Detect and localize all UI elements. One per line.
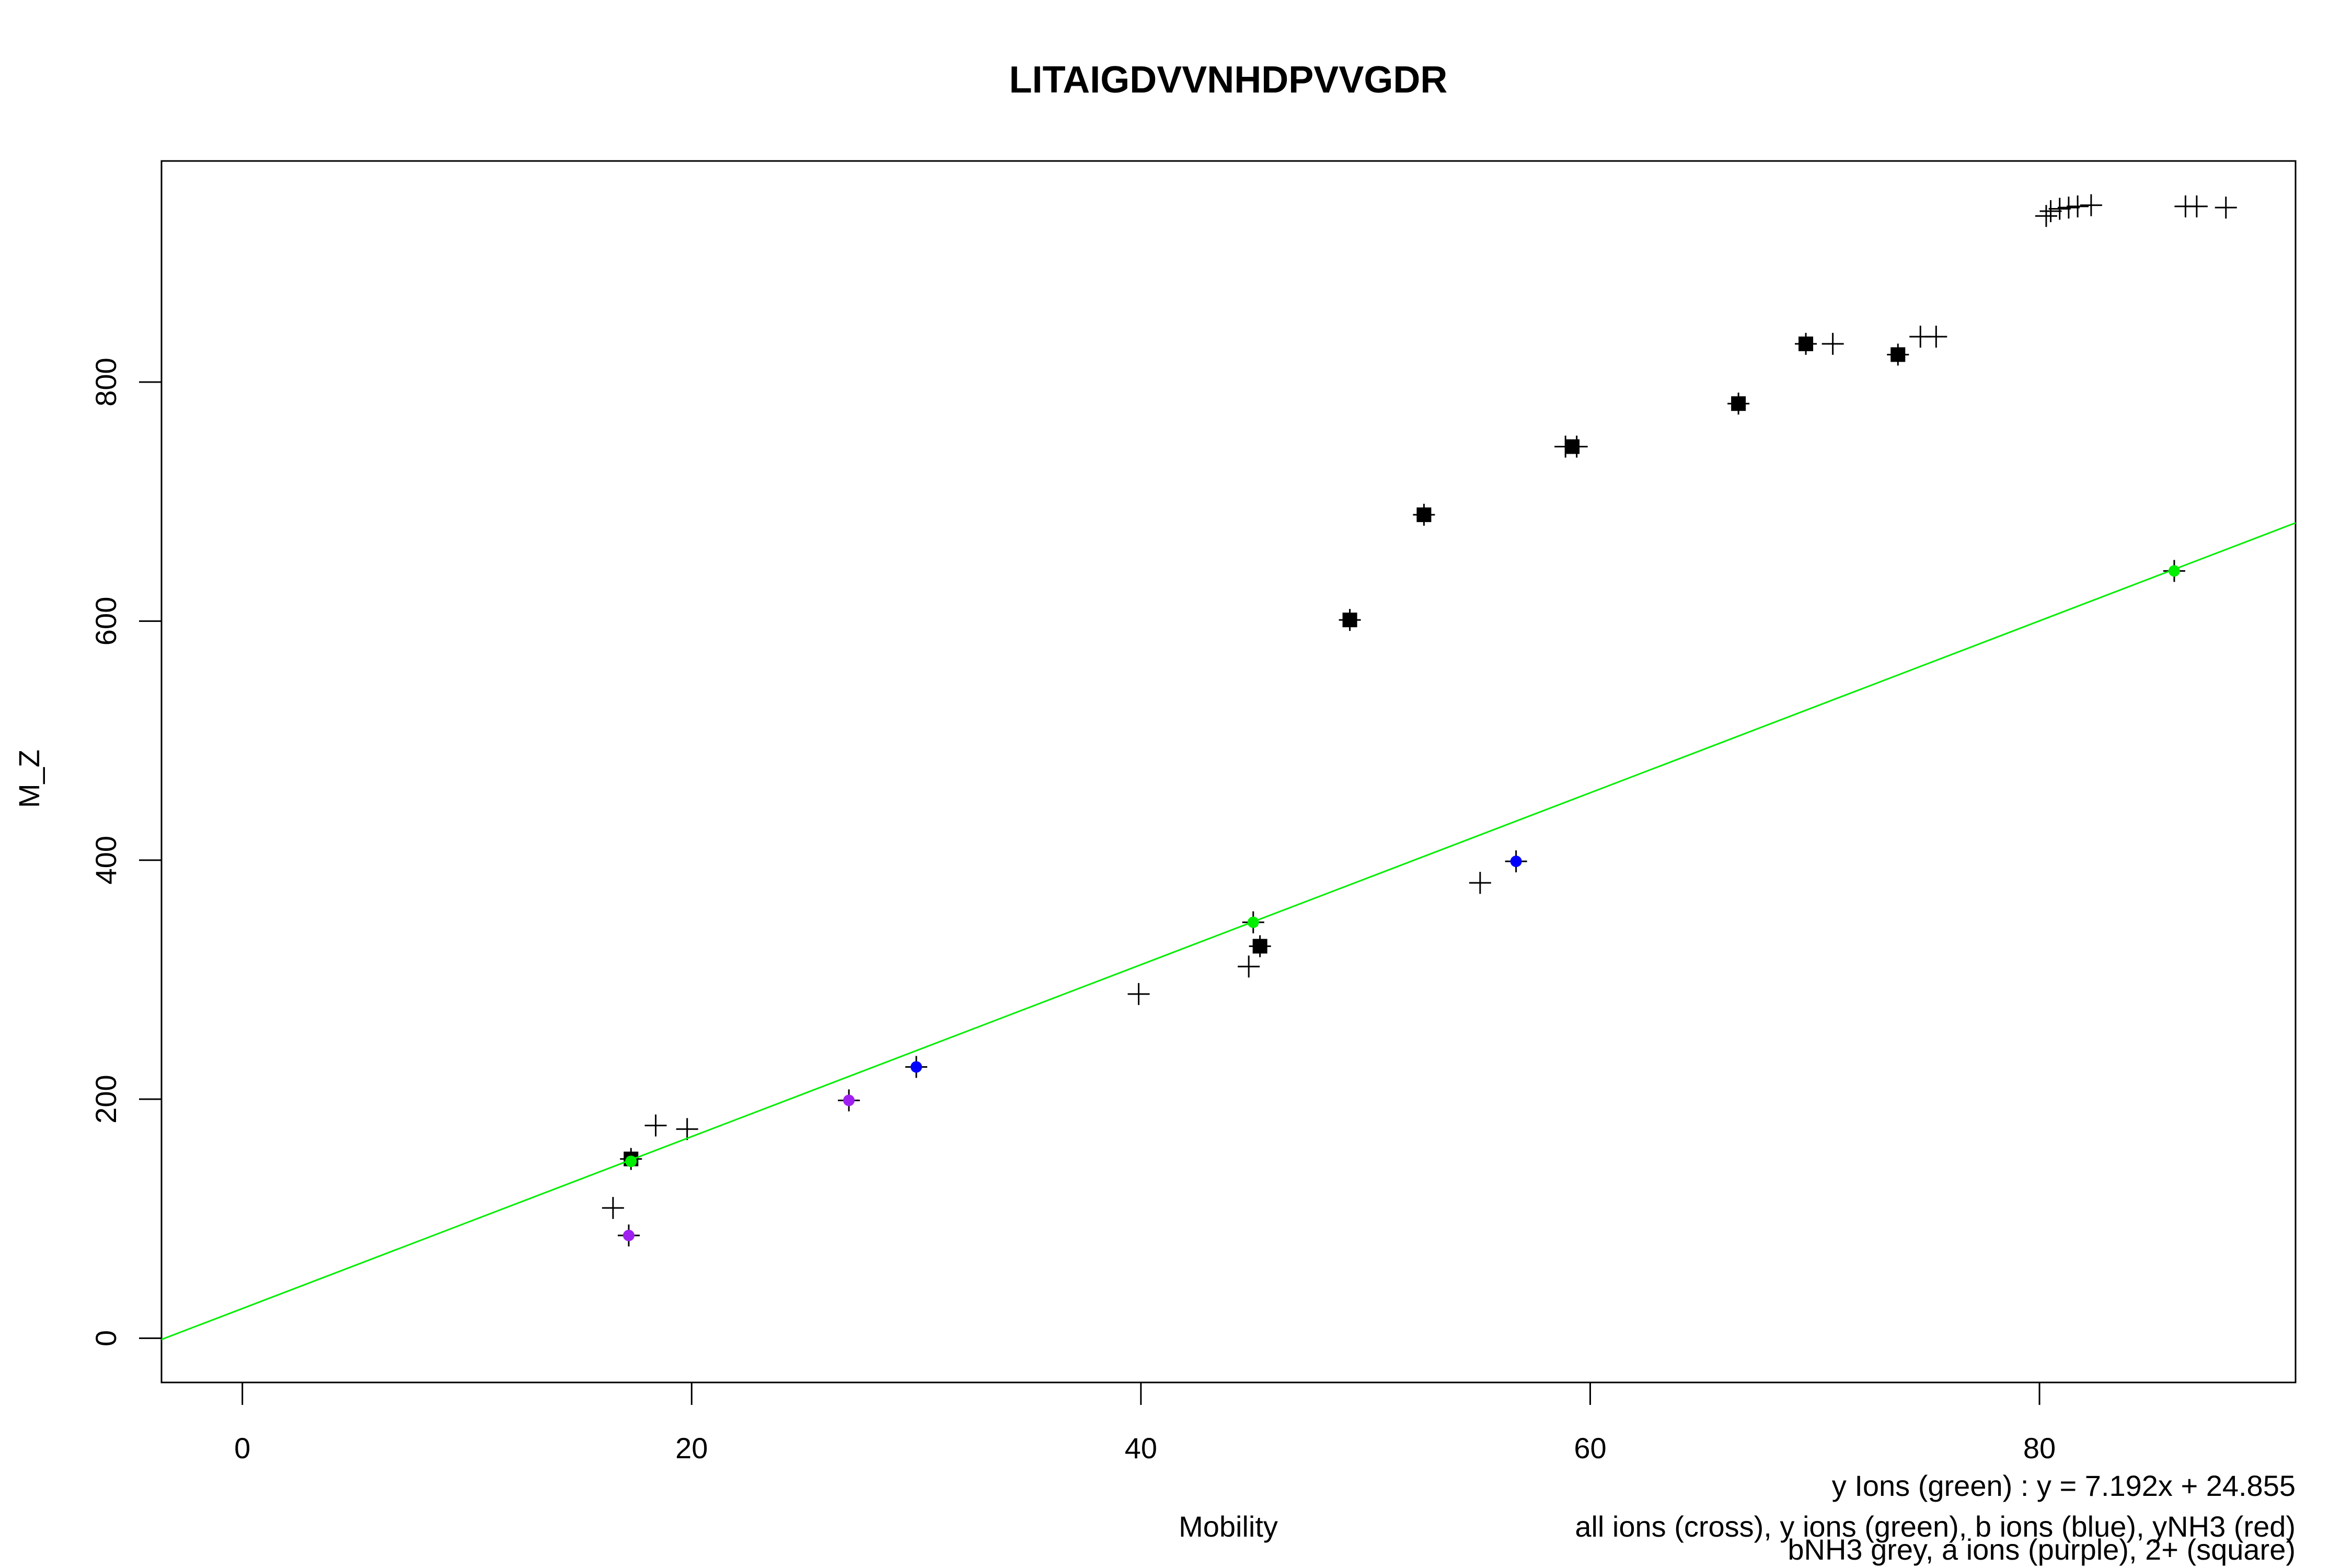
y-axis-label: M_Z — [13, 750, 45, 808]
x-tick-label: 20 — [675, 1432, 708, 1465]
dot-point — [1510, 856, 1522, 868]
y-tick-label: 200 — [89, 1075, 122, 1123]
cross-point — [2035, 205, 2057, 227]
cross-point — [2067, 195, 2089, 217]
y-tick-label: 0 — [89, 1330, 122, 1346]
series-layer — [602, 194, 2237, 1247]
cross-point — [2057, 197, 2080, 219]
cross-point — [1238, 955, 1260, 978]
chart-title: LITAIGDVVNHDPVVGDR — [1009, 59, 1448, 101]
cross-point — [1887, 343, 1909, 366]
y-tick-label: 400 — [89, 836, 122, 884]
cross-point — [1795, 332, 1817, 355]
cross-point — [1249, 935, 1271, 958]
x-axis-label: Mobility — [1179, 1510, 1278, 1543]
cross-point — [676, 1118, 698, 1140]
cross-point — [1727, 393, 1750, 415]
cross-point — [2080, 194, 2102, 216]
y-tick-label: 800 — [89, 358, 122, 406]
cross-point — [2048, 198, 2071, 220]
y-axis: 0 200 400 600 800 — [89, 358, 163, 1346]
cross-point — [1127, 983, 1150, 1005]
cross-point — [644, 1114, 667, 1137]
ion-legend-note-2: bNH3 grey, a ions (purple), 2+ (square) — [1788, 1533, 2296, 1566]
cross-point — [2185, 195, 2208, 217]
cross-point — [602, 1197, 624, 1219]
cross-point — [1821, 332, 1844, 355]
cross-point — [2039, 200, 2062, 223]
dot-point — [622, 1229, 635, 1241]
fit-line — [161, 522, 2296, 1341]
x-tick-label: 60 — [1574, 1432, 1606, 1465]
series-b-ions-blue — [910, 856, 1522, 1073]
cross-point — [1565, 435, 1588, 458]
fit-equation-note: y Ions (green) : y = 7.192x + 24.855 — [1832, 1469, 2296, 1502]
cross-point — [1469, 872, 1491, 894]
x-tick-label: 40 — [1125, 1432, 1157, 1465]
y-tick-label: 600 — [89, 597, 122, 645]
x-axis: 0 20 40 60 80 — [234, 1381, 2056, 1465]
series-a-ions-purple — [622, 1094, 855, 1241]
x-tick-label: 80 — [2023, 1432, 2056, 1465]
cross-point — [1925, 326, 1947, 348]
ion-legend-note-1: all ions (cross), y ions (green), b ions… — [1575, 1510, 2296, 1543]
dot-point — [843, 1094, 855, 1106]
x-tick-label: 0 — [234, 1432, 250, 1465]
cross-point — [2215, 197, 2237, 219]
cross-point — [1413, 503, 1435, 526]
dot-point — [910, 1061, 923, 1073]
cross-point — [1339, 609, 1361, 631]
